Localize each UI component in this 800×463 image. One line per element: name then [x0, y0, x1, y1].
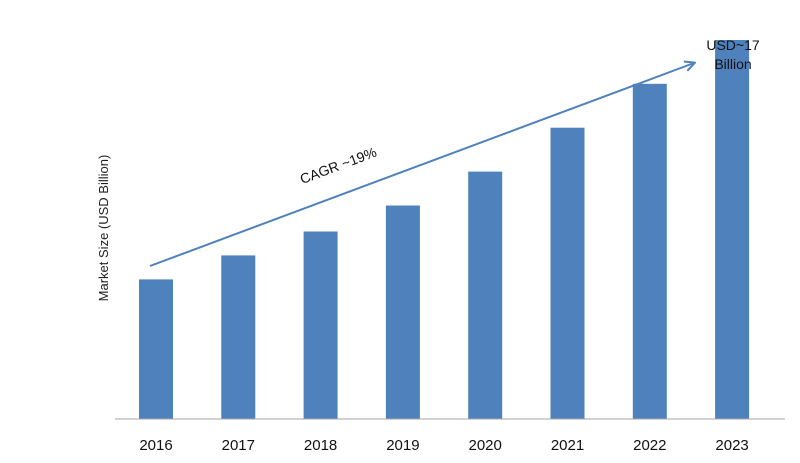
- bars-group: [139, 40, 750, 420]
- bar-2017: [221, 255, 256, 419]
- x-tick-labels: 2016 2017 2018 2019 2020 2021 2022 2023: [139, 437, 748, 454]
- bar-2022: [632, 83, 667, 420]
- cagr-label: CAGR ~19%: [298, 144, 379, 187]
- bar-2020: [468, 171, 503, 419]
- bar-2023: [715, 40, 750, 419]
- x-tick-2018: 2018: [304, 437, 337, 454]
- end-value-label-line1: USD~17: [706, 37, 760, 53]
- bar-2016: [139, 279, 173, 419]
- bar-2018: [303, 231, 338, 419]
- end-value-label-line2: Billion: [714, 56, 751, 72]
- x-tick-2022: 2022: [633, 437, 666, 454]
- bar-2021: [550, 127, 585, 419]
- x-tick-2016: 2016: [139, 437, 172, 454]
- y-axis-label: Market Size (USD Billion): [96, 155, 111, 302]
- bar-2019: [385, 205, 420, 419]
- x-tick-2020: 2020: [469, 437, 502, 454]
- x-tick-2023: 2023: [715, 437, 748, 454]
- x-tick-2021: 2021: [551, 437, 584, 454]
- cagr-trend-arrow: [149, 63, 694, 267]
- x-tick-2017: 2017: [222, 437, 255, 454]
- x-tick-2019: 2019: [386, 437, 419, 454]
